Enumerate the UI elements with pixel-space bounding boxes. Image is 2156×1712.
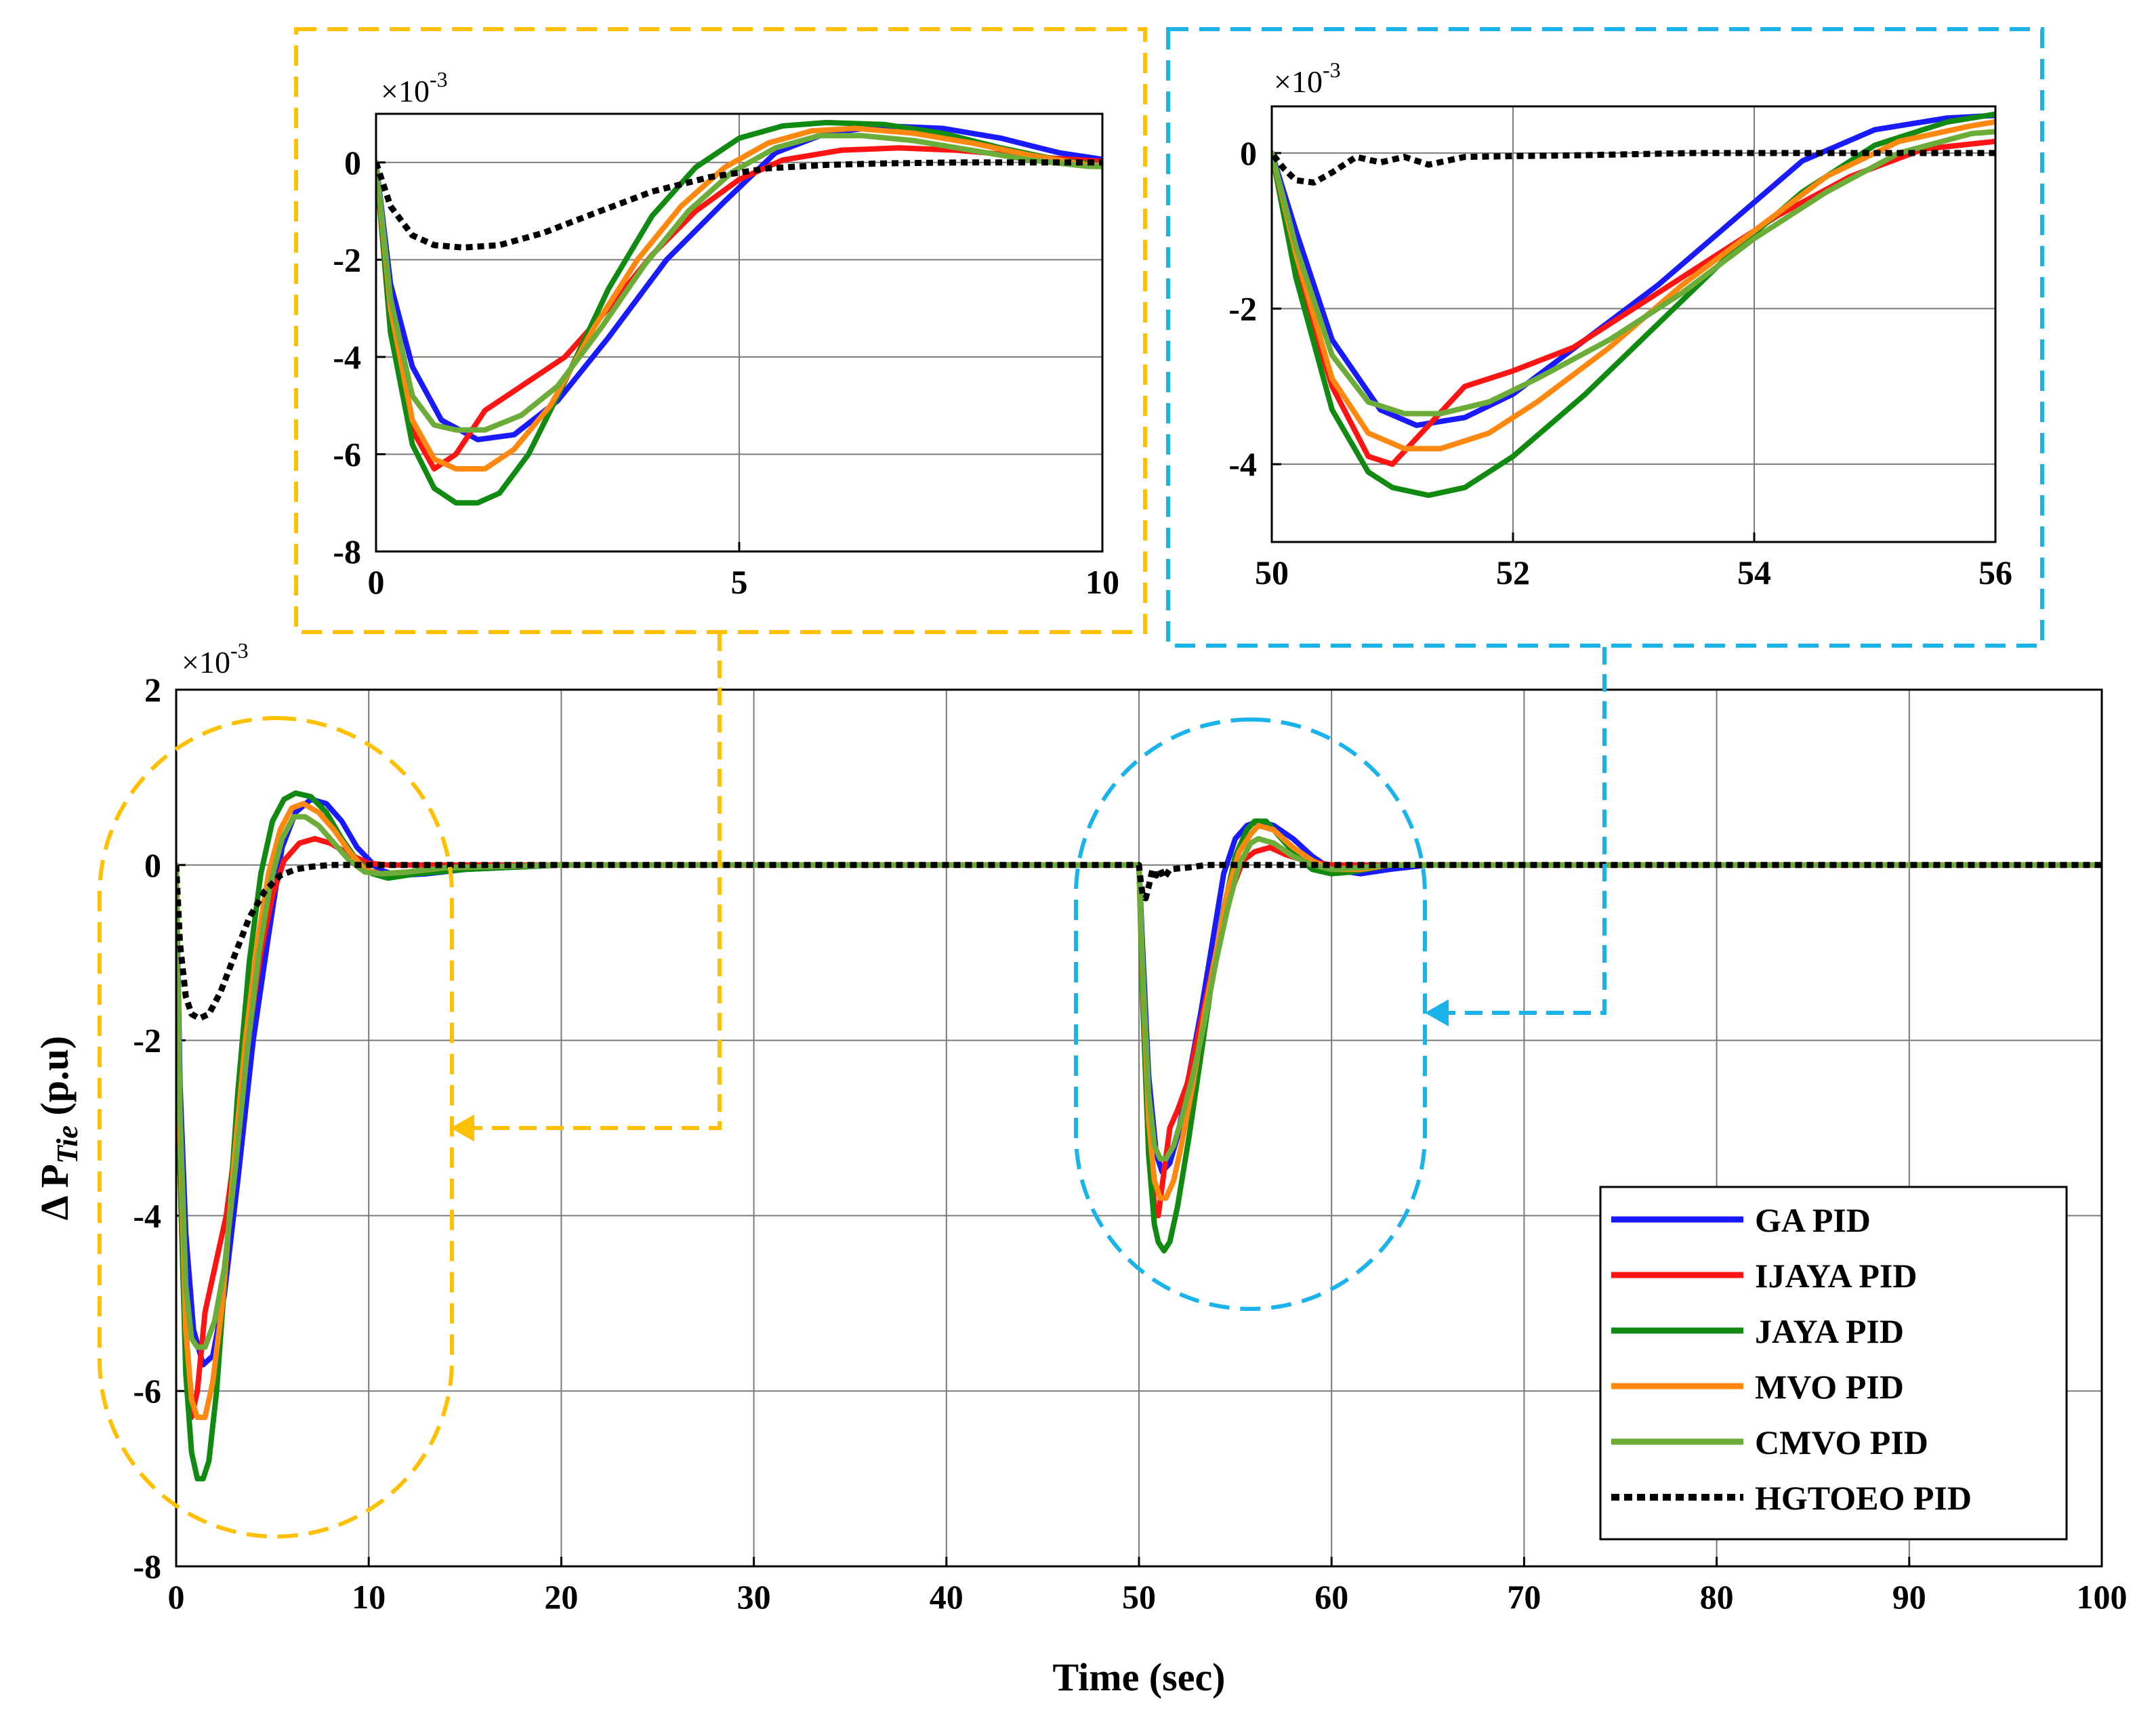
main-x-tick-label: 100 bbox=[2077, 1578, 2128, 1616]
legend-label: CMVO PID bbox=[1755, 1423, 1928, 1461]
zoom2-plot-frame bbox=[1270, 105, 1997, 543]
legend-label: MVO PID bbox=[1755, 1368, 1904, 1406]
zoom1-multiplier: ×10-3 bbox=[381, 67, 448, 108]
main-x-tick-label: 70 bbox=[1507, 1578, 1541, 1616]
legend-items: GA PID IJAYA PID JAYA PID MVO PID CMVO PID HG… bbox=[1611, 1201, 1972, 1517]
main-x-tick-label: 50 bbox=[1122, 1578, 1156, 1616]
main-x-tick-label: 0 bbox=[168, 1578, 185, 1616]
main-x-tick-label: 20 bbox=[544, 1578, 578, 1616]
zoom2-multiplier: ×10-3 bbox=[1274, 58, 1341, 99]
main-x-tick-label: 90 bbox=[1892, 1578, 1926, 1616]
main-x-tick-label: 10 bbox=[352, 1578, 386, 1616]
zoom1-grid bbox=[375, 114, 1104, 553]
zoom2-line-hgtoeo-pid bbox=[1272, 150, 1995, 186]
main-x-tick-labels: 0 10 20 30 40 50 60 70 80 90 100 bbox=[168, 1578, 2128, 1616]
connector-arrow-1 bbox=[451, 633, 722, 1142]
zoom1-series-lines bbox=[376, 119, 1102, 506]
arrowhead-2 bbox=[1425, 999, 1449, 1026]
legend-label: GA PID bbox=[1755, 1201, 1871, 1239]
zoom2-x-tick-labels: 50 52 54 56 bbox=[1255, 554, 2012, 591]
legend-label: HGTOEO PID bbox=[1755, 1479, 1972, 1517]
zoom2-x-tick-label: 50 bbox=[1255, 554, 1289, 591]
zoom1-y-tick-label: -6 bbox=[333, 435, 361, 473]
legend-label: IJAYA PID bbox=[1755, 1257, 1917, 1295]
legend-label: JAYA PID bbox=[1755, 1312, 1904, 1350]
zoom1-y-tick-label: -4 bbox=[333, 338, 361, 376]
main-y-tick-labels: -8 -6 -4 -2 0 2 bbox=[133, 671, 161, 1585]
zoom1-y-tick-label: -8 bbox=[333, 533, 361, 570]
zoom2-x-tick-label: 54 bbox=[1737, 554, 1771, 591]
zoom2-x-tick-label: 56 bbox=[1978, 554, 2012, 591]
zoom2-y-tick-label: -4 bbox=[1228, 445, 1257, 483]
zoom1-x-tick-label: 0 bbox=[368, 563, 385, 601]
highlight-region-2 bbox=[1074, 717, 1427, 1311]
main-y-tick-label: 0 bbox=[144, 846, 161, 884]
zoom1-x-tick-labels: 0 5 10 bbox=[368, 563, 1120, 601]
connector-arrow-2 bbox=[1425, 647, 1606, 1026]
main-y-tick-label: -4 bbox=[133, 1196, 161, 1234]
zoom2-line-ijaya-pid bbox=[1272, 138, 1995, 467]
zoom1-plot-frame bbox=[375, 112, 1104, 553]
zoom1-line-ga-pid bbox=[376, 123, 1102, 442]
legend: GA PID IJAYA PID JAYA PID MVO PID CMVO PID HG… bbox=[1599, 1186, 2068, 1541]
main-x-tick-label: 60 bbox=[1314, 1578, 1348, 1616]
zoom1-line-ijaya-pid bbox=[376, 145, 1102, 472]
zoom1-y-tick-label: 0 bbox=[344, 144, 361, 182]
main-x-tick-label: 80 bbox=[1700, 1578, 1734, 1616]
zoom2-series-lines bbox=[1272, 111, 1995, 499]
zoom1-x-tick-label: 5 bbox=[731, 563, 748, 601]
zoom2-y-tick-labels: -4 -2 0 bbox=[1228, 134, 1257, 483]
legend-box bbox=[1599, 1186, 2068, 1541]
zoom-inset-2: 50 52 54 56 -4 -2 0 ×10-3 bbox=[1166, 27, 2044, 648]
main-multiplier: ×10-3 bbox=[182, 638, 249, 680]
main-x-tick-label: 40 bbox=[930, 1578, 963, 1616]
main-y-tick-label: -2 bbox=[133, 1022, 161, 1060]
main-y-tick-label: -8 bbox=[133, 1547, 161, 1585]
zoom1-line-cmvo-pid bbox=[376, 133, 1102, 433]
arrowhead-1 bbox=[451, 1114, 474, 1142]
main-plot-frame bbox=[175, 688, 2103, 1568]
zoom2-x-tick-label: 52 bbox=[1496, 554, 1530, 591]
main-series-lines bbox=[176, 790, 2102, 1482]
y-axis-label: Δ PTie (p.u) bbox=[33, 1036, 84, 1220]
zoom-inset-1: 0 5 10 -8 -6 -4 -2 0 ×10-3 bbox=[294, 27, 1147, 634]
zoom2-y-tick-label: 0 bbox=[1240, 134, 1257, 172]
zoom1-y-tick-label: -2 bbox=[333, 241, 361, 278]
zoom2-y-tick-label: -2 bbox=[1228, 290, 1257, 328]
main-y-tick-label: -6 bbox=[133, 1372, 161, 1410]
x-axis-label: Time (sec) bbox=[1053, 1655, 1226, 1699]
main-line-cmvo-pid bbox=[176, 814, 2102, 1350]
zoom1-y-tick-labels: -8 -6 -4 -2 0 bbox=[333, 144, 361, 570]
zoom1-x-tick-label: 10 bbox=[1085, 563, 1119, 601]
main-y-tick-label: 2 bbox=[144, 671, 161, 709]
main-x-tick-label: 30 bbox=[737, 1578, 771, 1616]
